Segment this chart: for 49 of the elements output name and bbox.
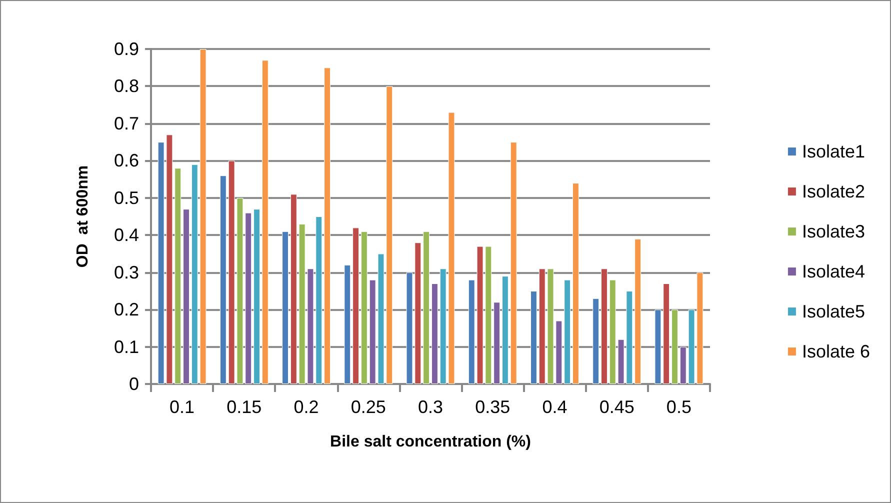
bar bbox=[360, 231, 368, 384]
bar bbox=[502, 276, 508, 384]
y-tick-label: 0.3 bbox=[114, 262, 139, 282]
x-tick-label: 0.4 bbox=[542, 397, 568, 417]
x-tick-label: 0.35 bbox=[475, 397, 510, 417]
legend-label: Isolate5 bbox=[802, 302, 865, 322]
bar bbox=[324, 68, 330, 384]
legend-label: Isolate3 bbox=[802, 222, 865, 242]
y-tick-label: 0.7 bbox=[114, 113, 139, 134]
y-tick-label: 0.5 bbox=[114, 188, 139, 208]
legend-label: Isolate 6 bbox=[802, 342, 870, 362]
bar bbox=[254, 209, 260, 384]
bar bbox=[344, 264, 351, 384]
bar bbox=[352, 228, 360, 384]
y-tick-label: 0.2 bbox=[114, 300, 139, 320]
y-tick-label: 0.4 bbox=[114, 225, 139, 246]
bar bbox=[282, 231, 289, 384]
x-tick-label: 0.3 bbox=[418, 397, 444, 417]
y-tick-label: 0 bbox=[128, 374, 139, 394]
y-tick-label: 0.6 bbox=[114, 150, 139, 171]
bar bbox=[183, 209, 190, 384]
bar bbox=[262, 60, 268, 384]
legend-label: Isolate4 bbox=[802, 262, 865, 282]
legend-label: Isolate2 bbox=[802, 182, 865, 202]
bar bbox=[592, 298, 600, 384]
bar bbox=[220, 176, 226, 384]
bar bbox=[510, 142, 517, 384]
x-tick-label: 0.1 bbox=[170, 397, 195, 417]
bar bbox=[494, 302, 500, 384]
x-tick-label: 0.2 bbox=[294, 397, 319, 417]
bar bbox=[564, 280, 571, 384]
legend-label: Isolate1 bbox=[802, 142, 865, 162]
bar bbox=[634, 238, 642, 384]
bar bbox=[431, 284, 438, 384]
y-tick-label: 0.8 bbox=[114, 76, 139, 96]
y-axis-title: OD at 600nm bbox=[74, 165, 92, 268]
bar bbox=[530, 290, 537, 384]
x-tick-label: 0.25 bbox=[350, 397, 386, 417]
x-tick-label: 0.5 bbox=[666, 397, 692, 417]
x-axis-title: Bile salt concentration (%) bbox=[330, 434, 531, 450]
bar bbox=[290, 194, 297, 384]
bar bbox=[423, 231, 430, 384]
y-tick-label: 0.9 bbox=[114, 39, 139, 59]
x-tick-label: 0.45 bbox=[599, 397, 634, 417]
bar bbox=[672, 310, 678, 384]
bar bbox=[572, 183, 579, 384]
y-tick-label: 0.1 bbox=[114, 336, 139, 357]
bar bbox=[601, 268, 608, 384]
x-tick-label: 0.15 bbox=[226, 397, 262, 417]
